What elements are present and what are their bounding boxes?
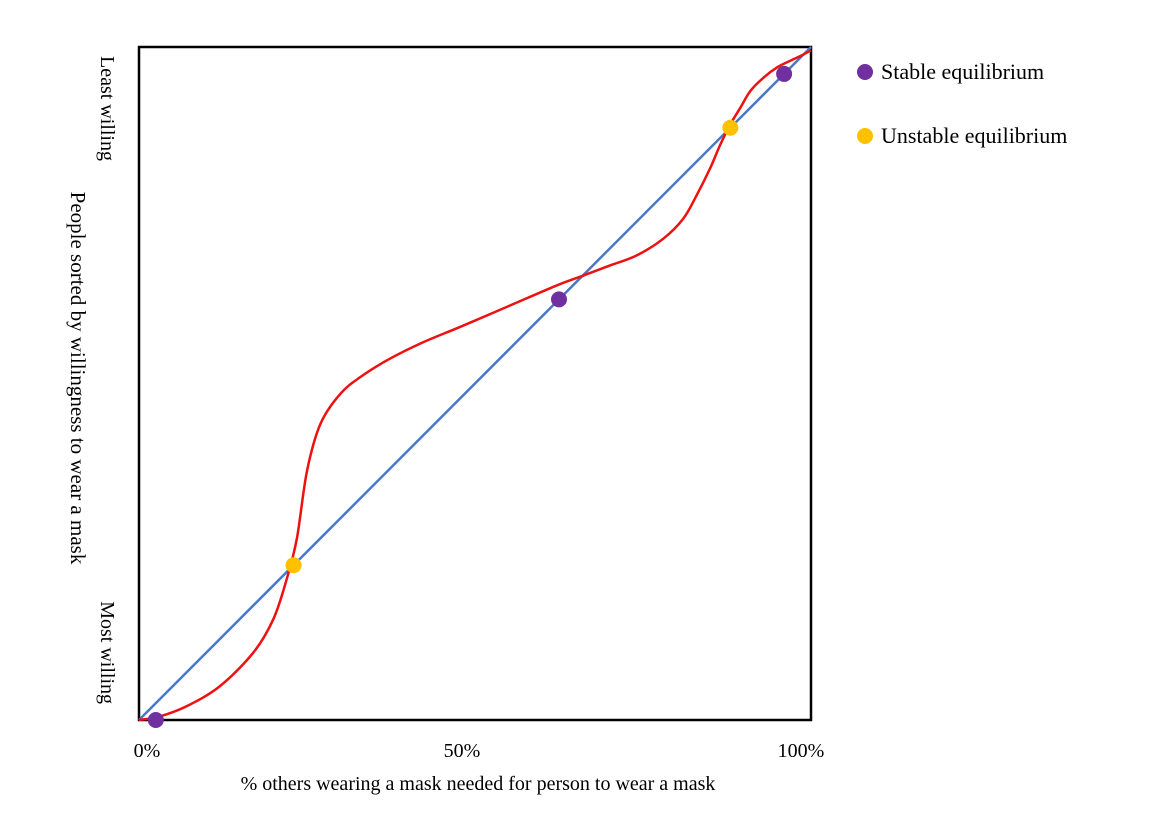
x-axis-title: % others wearing a mask needed for perso…: [241, 773, 716, 795]
legend-label-stable: Stable equilibrium: [881, 59, 1044, 84]
unstable-equilibrium-point-2: [285, 557, 302, 574]
x-tick-label-50: 50%: [444, 740, 481, 762]
plot-frame: [137, 45, 813, 722]
stable-equilibrium-point-1: [147, 712, 164, 728]
legend: Stable equilibrium Unstable equilibrium: [857, 59, 1067, 148]
y-end-label-bottom: Most willing: [96, 601, 118, 704]
legend-marker-unstable: [857, 128, 873, 144]
legend-label-unstable: Unstable equilibrium: [881, 123, 1067, 148]
stable-equilibrium-point-5: [776, 65, 793, 82]
diagonal-line: [138, 46, 812, 721]
y-end-label-top: Least willing: [96, 56, 118, 161]
x-tick-label-0: 0%: [134, 740, 161, 762]
legend-marker-stable: [857, 64, 873, 80]
equilibrium-points: [147, 65, 793, 728]
x-tick-label-100: 100%: [778, 740, 825, 762]
willingness-curve: [138, 49, 812, 722]
unstable-equilibrium-point-4: [722, 119, 739, 136]
y-axis-title: People sorted by willingness to wear a m…: [66, 192, 90, 565]
stable-equilibrium-point-3: [551, 291, 567, 308]
